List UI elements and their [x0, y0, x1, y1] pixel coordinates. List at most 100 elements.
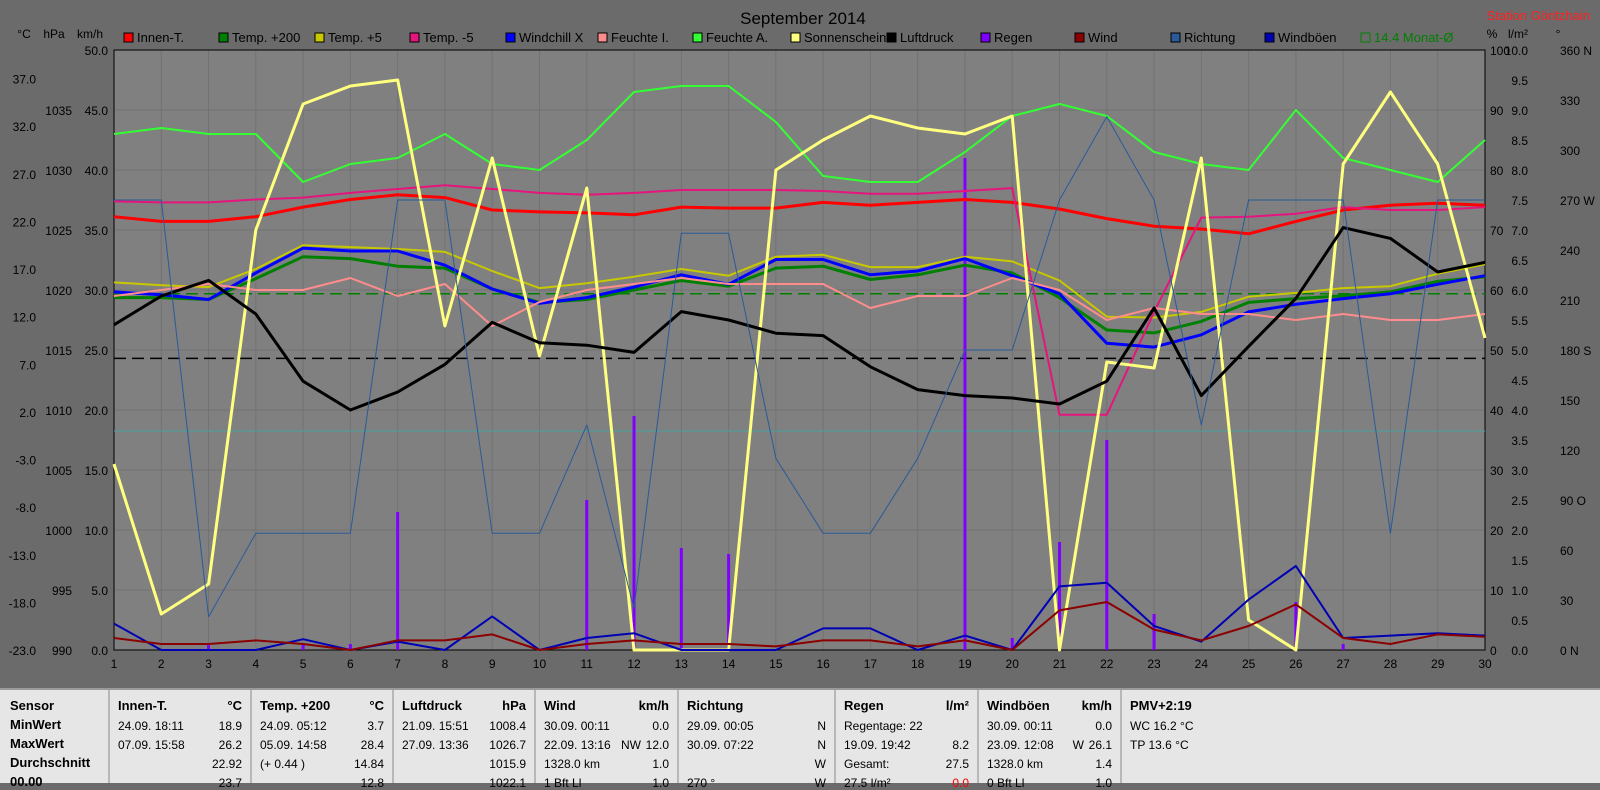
legend-swatch	[218, 32, 229, 43]
x-tick-label: 2	[158, 657, 165, 671]
series-line	[113, 226, 1486, 412]
x-tick-label: 29	[1431, 657, 1445, 671]
celsius-tick-label: 17.0	[13, 263, 37, 277]
hpa-tick-label: 1000	[45, 524, 72, 538]
hpa-tick-label: 1030	[45, 164, 72, 178]
direction-tick-label: 150	[1560, 394, 1580, 408]
temp200-title: Temp. +200	[260, 698, 331, 713]
rain-bar	[301, 644, 305, 650]
rain-tick-label: 7.5	[1511, 194, 1528, 208]
x-tick-label: 30	[1478, 657, 1492, 671]
rain-tick-label: 8.5	[1511, 134, 1528, 148]
celsius-tick-label: 7.0	[19, 358, 36, 372]
kmh-tick-label: 40.0	[85, 164, 109, 178]
x-tick-label: 26	[1289, 657, 1303, 671]
rain-bar	[1294, 602, 1298, 650]
kmh-tick-label: 35.0	[85, 224, 109, 238]
legend-swatch	[1360, 32, 1371, 43]
temp200-max-time: 05.09. 14:58	[260, 738, 327, 752]
wind-min-value: 0.0	[652, 719, 669, 733]
regen-max-time: 19.09. 19:42	[844, 738, 911, 752]
hpa-tick-label: 995	[52, 584, 72, 598]
rain-bar	[1058, 542, 1062, 650]
innen-avg: 22.92	[211, 757, 242, 771]
wind-unit: km/h	[638, 698, 669, 713]
rain-tick-label: 2.5	[1511, 494, 1528, 508]
celsius-tick-label: 37.0	[13, 73, 37, 87]
legend-label: Feuchte A.	[706, 30, 768, 45]
temp200-avg-diff: (+ 0.44 )	[260, 757, 306, 771]
legend-swatch	[505, 32, 516, 43]
innen-last: 23.7	[218, 776, 242, 790]
rain-tick-label: 5.5	[1511, 314, 1528, 328]
innen-min-time: 24.09. 18:11	[118, 719, 184, 733]
celsius-tick-label: -18.0	[9, 596, 37, 610]
boeen-column: Windböen km/h 30.09. 00:11 0.0 23.09. 12…	[977, 690, 1120, 790]
legend-label: Windchill X	[519, 30, 584, 45]
rain-bar	[679, 548, 683, 650]
x-tick-label: 20	[1006, 657, 1020, 671]
legend-swatch	[1170, 32, 1181, 43]
direction-unit-label: °	[1556, 27, 1561, 41]
boeen-avg: 1.4	[1095, 757, 1112, 771]
series-line	[114, 116, 1485, 618]
kmh-tick-label: 30.0	[85, 284, 109, 298]
temp200-unit: °C	[369, 698, 384, 713]
boeen-distance: 1328.0 km	[987, 757, 1044, 771]
legend-label: 14.4 Monat-Ø	[1374, 30, 1454, 45]
rain-bar	[396, 512, 400, 650]
kmh-tick-label: 45.0	[85, 104, 109, 118]
regen-title: Regen	[844, 698, 884, 713]
pmv-title: PMV+2:19	[1130, 698, 1192, 713]
plot-border	[113, 49, 1486, 651]
boeen-min-time: 30.09. 00:11	[987, 719, 1053, 733]
boeen-max-direction: W	[1072, 738, 1084, 752]
boeen-max-value: 26.1	[1088, 738, 1112, 752]
x-tick-label: 14	[722, 657, 736, 671]
wind-max-time: 22.09. 13:16	[544, 738, 611, 752]
rain-bar	[207, 644, 211, 650]
boeen-unit: km/h	[1081, 698, 1112, 713]
sensor-title: Sensor	[10, 698, 55, 713]
richtung-column: Richtung 29.09. 00:05 N 30.09. 07:22 N W…	[677, 690, 834, 790]
regen-days: Regentage: 22	[844, 719, 923, 733]
celsius-tick-label: 27.0	[13, 168, 37, 182]
x-tick-label: 28	[1384, 657, 1398, 671]
rain-tick-label: 1.0	[1511, 584, 1528, 598]
legend-label: Temp. +5	[328, 30, 382, 45]
series-line	[113, 184, 1486, 416]
x-tick-label: 16	[816, 657, 830, 671]
rain-tick-label: 3.5	[1511, 434, 1528, 448]
chart-svg: 1 2 3 4 5 6 7 8 9 10 11 12 13 14 15 16 17 18 19 20 21 22 23 24 2…	[9, 8, 1596, 671]
innen-max-value: 26.2	[218, 738, 242, 752]
direction-tick-label: 210	[1560, 294, 1580, 308]
regen-total-label: Gesamt:	[844, 757, 890, 771]
percent-tick-label: 40	[1490, 404, 1504, 418]
x-tick-label: 8	[442, 657, 449, 671]
temp200-column: Temp. +200 °C 24.09. 05:12 3.7 05.09. 14…	[250, 690, 392, 790]
rain-tick-label: 0.5	[1511, 614, 1528, 628]
celsius-tick-label: 2.0	[19, 406, 36, 420]
legend-swatch	[597, 32, 608, 43]
rain-bar	[348, 644, 352, 650]
hpa-tick-label: 990	[52, 644, 72, 658]
rain-bar	[632, 416, 636, 650]
luftdruck-avg: 1015.9	[489, 757, 526, 771]
legend-swatch	[790, 32, 801, 43]
kmh-tick-label: 15.0	[85, 464, 109, 478]
celsius-tick-label: 32.0	[13, 120, 37, 134]
rain-bar	[1341, 644, 1345, 650]
luftdruck-title: Luftdruck	[402, 698, 462, 713]
rain-tick-label: 9.0	[1511, 104, 1528, 118]
x-tick-label: 9	[489, 657, 496, 671]
wind-max-value: 12.0	[645, 738, 669, 752]
kmh-tick-label: 0.0	[91, 644, 108, 658]
kmh-tick-label: 20.0	[85, 404, 109, 418]
luftdruck-column: Luftdruck hPa 21.09. 15:51 1008.4 27.09.…	[392, 690, 534, 790]
temp200-min-time: 24.09. 05:12	[260, 719, 327, 733]
luftdruck-unit: hPa	[502, 698, 526, 713]
celsius-tick-label: -3.0	[15, 454, 36, 468]
celsius-tick-label: 12.0	[13, 311, 37, 325]
rain-tick-label: 10.0	[1505, 44, 1529, 58]
x-tick-label: 11	[581, 657, 594, 671]
